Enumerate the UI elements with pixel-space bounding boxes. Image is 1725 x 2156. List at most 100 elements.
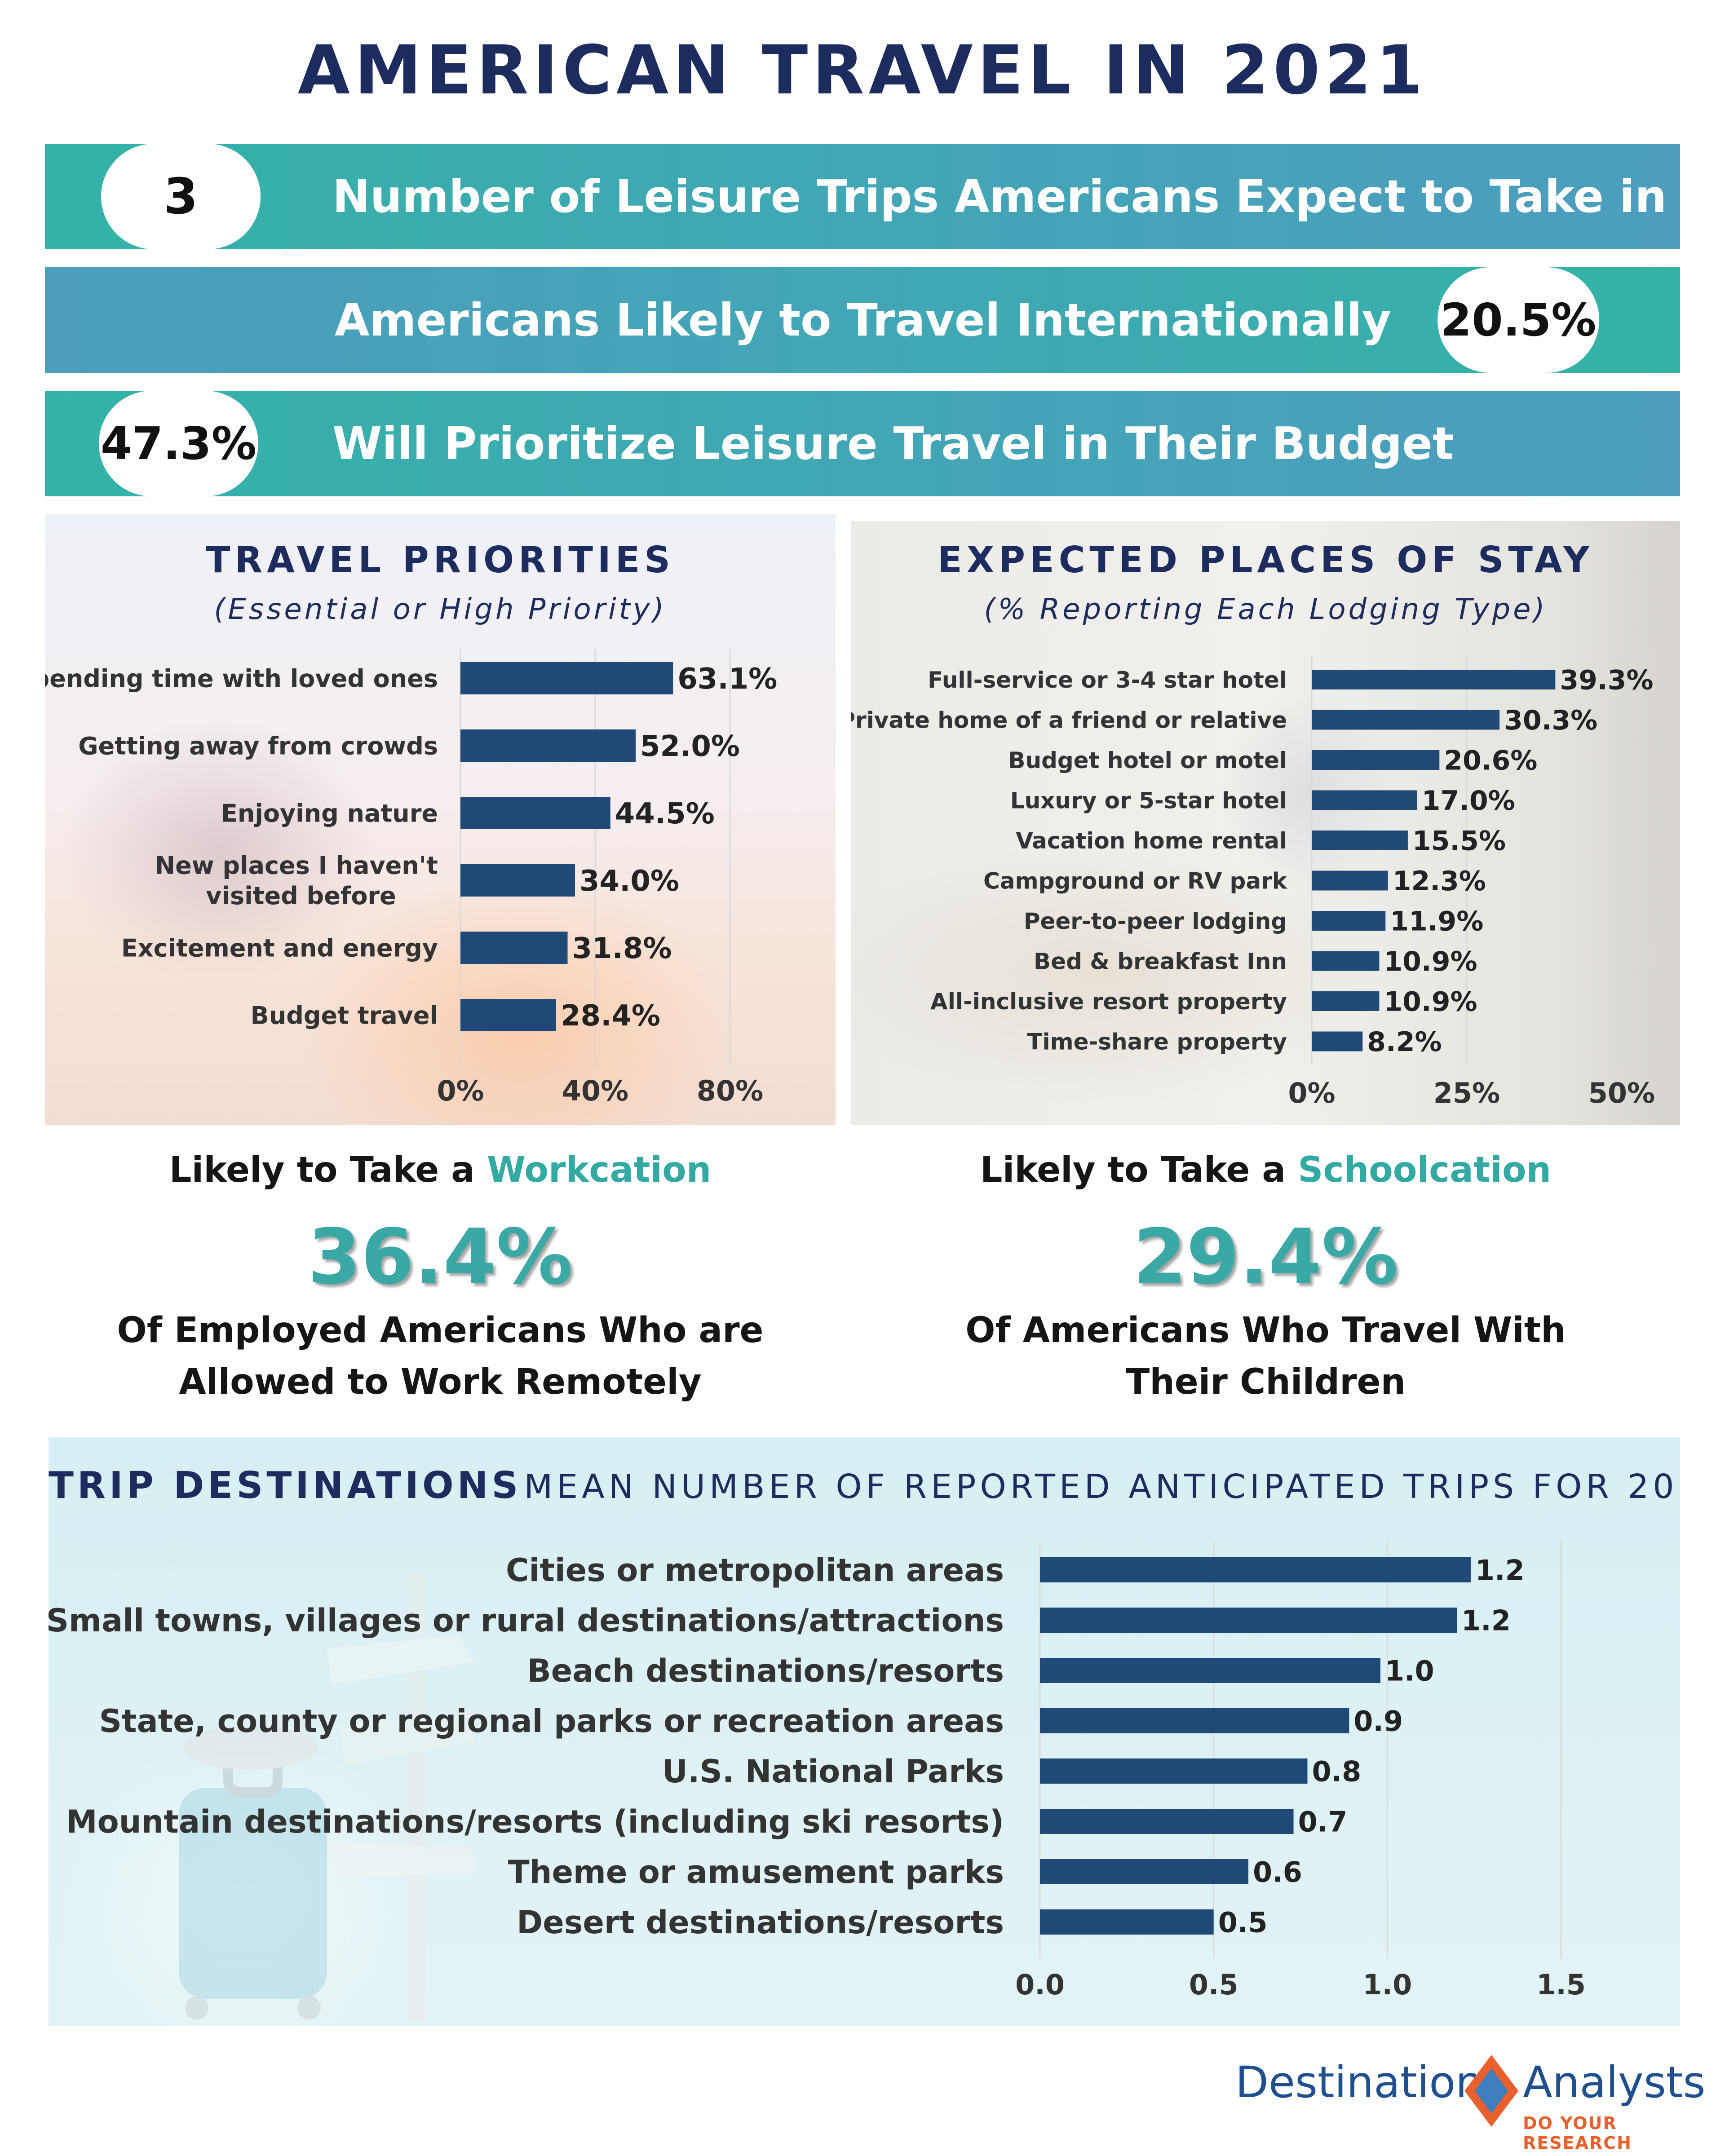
tick-label: 1.0 [1362,1968,1412,2001]
workcation-value: 36.4% [308,1213,573,1302]
chart-subtitle: MEAN NUMBER OF REPORTED ANTICIPATED TRIP… [524,1467,1680,1506]
tick-label: 80% [697,1074,763,1107]
bar [1312,710,1500,730]
bar [1040,1708,1349,1733]
suitcase-body [179,1788,327,1999]
category-label: New places I haven't [155,852,438,880]
chart-title: TRIP DESTINATIONS [49,1464,522,1507]
workcation-description: Of Employed Americans Who are Allowed to… [45,1305,836,1408]
banner-label: Will Prioritize Leisure Travel in Their … [332,417,1454,470]
hat [183,1725,318,1770]
banner-leisure-trips: 3 Number of Leisure Trips Americans Expe… [45,144,1725,249]
sign-board [327,1635,475,1684]
category-label: Full-service or 3-4 star hotel [928,667,1287,693]
banner-value-badge: 3 [101,144,261,249]
category-label: Campground or RV park [983,868,1288,894]
workcation-desc-line1: Of Employed Americans Who are [117,1310,764,1351]
data-label: 0.5 [1218,1906,1268,1939]
bar [1040,1557,1471,1582]
chart-subtitle: (Essential or High Priority) [214,593,667,626]
data-label: 15.5% [1412,826,1506,857]
schoolcation-heading-accent: Schoolcation [1298,1150,1552,1190]
data-label: 10.9% [1384,946,1477,977]
banner-budget-priority: 47.3% Will Prioritize Leisure Travel in … [45,391,1680,496]
category-label: Enjoying nature [221,799,438,827]
tick-label: 25% [1433,1077,1500,1109]
category-label: Small towns, villages or rural destinati… [49,1602,1004,1639]
bar [1312,831,1408,850]
category-label: All-inclusive resort property [930,989,1287,1015]
category-label: Vacation home rental [1016,828,1287,854]
destination-analysts-logo: Destination Analysts DO YOUR RESEARCH [1235,2053,1712,2153]
bar [1040,1658,1380,1683]
bar [1312,991,1380,1011]
bar [1312,670,1556,689]
logo-word-analysts: Analysts [1523,2057,1706,2107]
category-label: Budget travel [251,1001,438,1029]
category-label: Peer-to-peer lodging [1024,908,1287,934]
bar [1312,911,1386,931]
travel-priorities-chart: 0% 40% 80% 63.1% Spending time with loved on… [45,649,777,1107]
category-label: Spending time with loved ones [45,664,438,693]
category-label: State, county or regional parks or recre… [99,1703,1004,1740]
bar [1040,1608,1457,1633]
category-label: U.S. National Parks [662,1753,1004,1790]
bar [1040,1758,1308,1784]
data-label: 1.0 [1385,1654,1434,1687]
schoolcation-heading: Likely to Take a Schoolcation [851,1150,1680,1190]
data-label: 52.0% [640,730,740,763]
banner-label: Number of Leisure Trips Americans Expect… [332,170,1725,223]
chart-title: EXPECTED PLACES OF STAY [938,539,1594,581]
data-label: 34.0% [579,865,679,898]
category-label: Mountain destinations/resorts (including… [66,1803,1004,1840]
bar [1040,1809,1294,1834]
data-label: 1.2 [1475,1554,1525,1586]
schoolcation-description: Of Americans Who Travel With Their Child… [851,1305,1680,1408]
tick-label: 50% [1588,1077,1655,1109]
tick-label: 0% [437,1074,484,1107]
tick-label: 40% [562,1074,628,1107]
logo-word-destination: Destination [1235,2057,1483,2107]
data-label: 1.2 [1461,1604,1511,1637]
page-title: AMERICAN TRAVEL IN 2021 [297,31,1428,110]
sign-board [341,1711,475,1765]
banner-international: Americans Likely to Travel International… [45,267,1680,373]
bar [1312,1031,1363,1051]
trip-destinations-header: TRIP DESTINATIONS MEAN NUMBER OF REPORTE… [49,1464,1680,1507]
places-of-stay-chart: 0% 25% 50% 39.3% Full-service or 3-4 star ho… [851,656,1655,1109]
tick-label: 0.0 [1015,1968,1065,2001]
data-label: 0.7 [1298,1805,1348,1838]
category-label: visited before [206,882,396,910]
category-label: Bed & breakfast Inn [1034,949,1287,975]
category-label: Cities or metropolitan areas [506,1552,1004,1589]
bar [460,797,610,829]
category-label: Time-share property [1027,1029,1287,1055]
schoolcation-desc-line2: Their Children [1126,1362,1406,1402]
data-label: 10.9% [1384,986,1477,1018]
tick-label: 0.5 [1189,1968,1238,2001]
bar [460,864,575,897]
data-label: 63.1% [677,663,777,696]
category-label: Excitement and energy [121,934,438,962]
category-label: Luxury or 5-star hotel [1010,788,1287,814]
banner-label: Americans Likely to Travel International… [335,294,1391,346]
bar [460,729,636,762]
data-label: 30.3% [1504,705,1597,736]
data-label: 20.6% [1444,745,1537,777]
data-label: 0.8 [1312,1755,1361,1788]
category-label: Private home of a friend or relative [851,707,1287,733]
workcation-heading-prefix: Likely to Take a [169,1150,487,1190]
tick-label: 0% [1288,1077,1335,1109]
data-label: 8.2% [1367,1026,1442,1058]
schoolcation-desc-line1: Of Americans Who Travel With [965,1310,1566,1351]
trip-destinations-panel: TRIP DESTINATIONS MEAN NUMBER OF REPORTE… [49,1437,1680,2026]
data-label: 17.0% [1422,785,1515,817]
bar [1040,1859,1248,1884]
workcation-heading: Likely to Take a Workcation [45,1150,836,1190]
data-label: 39.3% [1560,665,1653,696]
trip-destinations-chart: 0.0 0.5 1.0 1.5 1.2 Cities or metropolitan ar… [49,1541,1586,2001]
data-label: 12.3% [1393,866,1486,897]
places-of-stay-panel: EXPECTED PLACES OF STAY (% Reporting Eac… [851,521,1680,1125]
data-label: 28.4% [561,999,660,1033]
bar [1312,750,1440,770]
